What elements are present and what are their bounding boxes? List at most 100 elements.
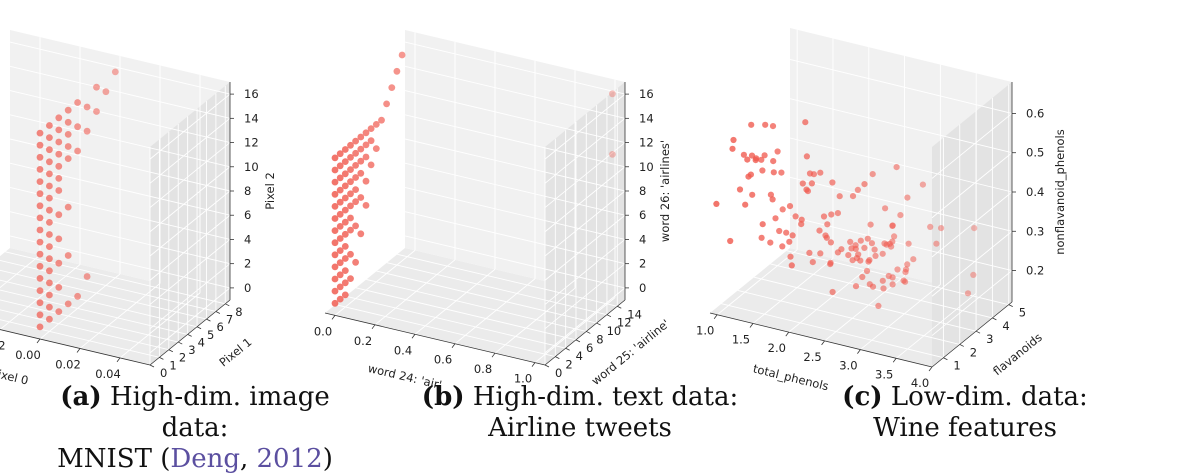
data-point — [65, 143, 72, 150]
data-point — [46, 292, 53, 299]
data-point — [37, 154, 44, 161]
x-tick-label: 3.0 — [839, 359, 857, 373]
data-point — [772, 215, 778, 221]
z-tick-label: 2 — [639, 257, 646, 271]
x-tick — [332, 315, 335, 319]
panel-c-wine-3d-scatter: 1.01.52.02.53.03.54.0123450.20.30.40.50.… — [696, 28, 1067, 393]
z-tick-label: 10 — [244, 160, 259, 174]
y-tick — [216, 311, 220, 313]
y-tick — [1009, 305, 1013, 307]
x-tick — [372, 325, 375, 329]
z-tick-label: 0.3 — [1026, 224, 1044, 238]
x-axis-label: Pixel 0 — [0, 365, 30, 387]
x-tick — [929, 367, 932, 371]
data-point — [880, 278, 886, 284]
data-point — [838, 246, 844, 252]
data-point — [65, 252, 72, 259]
data-point — [65, 119, 72, 126]
x-tick — [452, 344, 455, 348]
data-point — [762, 152, 768, 158]
data-point — [809, 180, 815, 186]
data-point — [762, 122, 768, 128]
data-point — [864, 268, 870, 274]
data-point — [933, 241, 939, 247]
x-tick-label: 1.0 — [696, 324, 714, 338]
data-point — [745, 174, 751, 180]
y-tick — [197, 327, 201, 329]
x-tick-label: 0.2 — [354, 334, 372, 348]
data-point — [46, 316, 53, 323]
data-point — [861, 181, 867, 187]
data-point — [65, 155, 72, 162]
data-point — [46, 122, 53, 129]
citation-author-link[interactable]: Deng — [170, 444, 240, 474]
x-tick — [532, 363, 535, 367]
data-point — [902, 269, 908, 275]
data-point — [786, 239, 792, 245]
data-point — [780, 206, 786, 212]
data-point — [399, 52, 406, 59]
y-tick-label: 7 — [226, 312, 233, 326]
y-tick — [225, 304, 229, 306]
data-point — [806, 250, 812, 256]
data-point — [112, 69, 119, 76]
z-tick-label: 0.5 — [1026, 146, 1044, 160]
y-tick — [159, 357, 163, 359]
data-point — [713, 201, 719, 207]
z-tick-label: 14 — [244, 111, 259, 125]
data-point — [37, 202, 44, 209]
data-point — [55, 260, 62, 267]
data-point — [845, 252, 851, 258]
data-point — [37, 215, 44, 222]
x-tick — [714, 315, 717, 319]
citation-year-link[interactable]: 2012 — [257, 444, 323, 474]
z-tick-label: 0.2 — [1026, 264, 1044, 278]
y-tick-label: 6 — [586, 341, 593, 355]
data-point — [388, 84, 395, 91]
data-point — [802, 119, 808, 125]
x-tick — [786, 332, 789, 336]
data-point — [767, 240, 773, 246]
data-point — [827, 261, 833, 267]
data-point — [910, 256, 916, 262]
y-tick-label: 4 — [576, 349, 583, 363]
data-point — [783, 230, 789, 236]
y-tick-label: 0 — [160, 366, 167, 380]
data-point — [37, 311, 44, 318]
x-tick — [77, 348, 80, 352]
data-point — [46, 183, 53, 190]
z-tick-label: 14 — [639, 111, 654, 125]
data-point — [771, 169, 777, 175]
data-point — [770, 196, 776, 202]
data-point — [74, 148, 81, 155]
data-point — [894, 164, 900, 170]
data-point — [920, 182, 926, 188]
z-tick-label: 6 — [639, 208, 646, 222]
data-point — [901, 278, 907, 284]
x-tick — [37, 339, 40, 343]
data-point — [904, 195, 910, 201]
data-point — [37, 239, 44, 246]
x-tick-label: 0.00 — [15, 348, 41, 362]
z-tick-label: 2 — [244, 257, 251, 271]
z-tick-label: 8 — [639, 184, 646, 198]
data-point — [363, 178, 370, 185]
y-tick — [617, 306, 621, 308]
data-point — [868, 222, 874, 228]
z-axis-label: nonflavanoid_phenols — [1053, 129, 1067, 255]
caption-a-line2: MNIST ( — [57, 444, 170, 474]
data-point — [824, 221, 830, 227]
z-tick-label: 6 — [244, 208, 251, 222]
x-tick-label: 0.8 — [474, 362, 492, 376]
data-point — [46, 304, 53, 311]
x-tick — [492, 353, 495, 357]
y-axis-label: Pixel 1 — [216, 335, 254, 370]
data-point — [46, 195, 53, 202]
data-point — [816, 228, 822, 234]
z-tick-label: 0.6 — [1026, 106, 1044, 120]
data-point — [55, 114, 62, 121]
data-point — [810, 259, 816, 265]
data-point — [865, 259, 871, 265]
data-point — [368, 162, 375, 169]
data-point — [93, 84, 100, 91]
